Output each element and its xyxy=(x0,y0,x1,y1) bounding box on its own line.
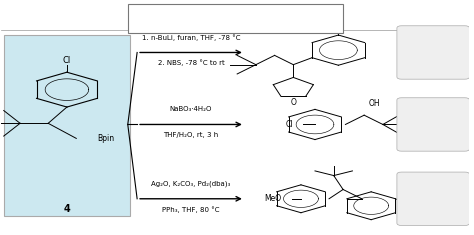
Text: 4b: 4b xyxy=(427,105,439,114)
Text: Cl: Cl xyxy=(63,56,71,65)
Text: NaBO₃·4H₂O: NaBO₃·4H₂O xyxy=(170,106,212,112)
FancyBboxPatch shape xyxy=(397,172,469,226)
Text: Oxidation: Oxidation xyxy=(413,135,454,144)
FancyBboxPatch shape xyxy=(4,35,130,216)
FancyBboxPatch shape xyxy=(397,26,469,79)
Text: OH: OH xyxy=(369,99,381,108)
Text: 4a: 4a xyxy=(427,33,439,42)
Text: 94%: 94% xyxy=(424,119,442,128)
Text: Cl: Cl xyxy=(335,20,342,29)
Text: O: O xyxy=(291,98,296,107)
Text: 4c: 4c xyxy=(427,179,439,188)
Text: 94%: 94% xyxy=(424,193,442,202)
Text: Utilization of DCF Products: Utilization of DCF Products xyxy=(161,13,310,23)
Text: PPh₃, THF, 80 °C: PPh₃, THF, 80 °C xyxy=(162,206,220,213)
Text: 1. n-BuLi, furan, THF, -78 °C: 1. n-BuLi, furan, THF, -78 °C xyxy=(142,34,240,41)
Text: 61%: 61% xyxy=(424,47,443,56)
Text: Homologation: Homologation xyxy=(404,63,463,72)
Text: Bpin: Bpin xyxy=(97,134,114,143)
FancyBboxPatch shape xyxy=(128,4,343,33)
FancyBboxPatch shape xyxy=(397,98,469,151)
Text: Cross-Coupling: Cross-Coupling xyxy=(401,209,465,218)
Text: Cl: Cl xyxy=(285,120,293,129)
Text: Cl: Cl xyxy=(415,204,423,213)
Text: MeO: MeO xyxy=(264,194,282,203)
Text: 2. NBS, -78 °C to rt: 2. NBS, -78 °C to rt xyxy=(157,59,224,66)
Text: 4: 4 xyxy=(64,204,70,214)
Text: Ag₂O, K₂CO₃, Pd₂(dba)₃: Ag₂O, K₂CO₃, Pd₂(dba)₃ xyxy=(151,180,230,187)
Text: THF/H₂O, rt, 3 h: THF/H₂O, rt, 3 h xyxy=(164,132,219,138)
